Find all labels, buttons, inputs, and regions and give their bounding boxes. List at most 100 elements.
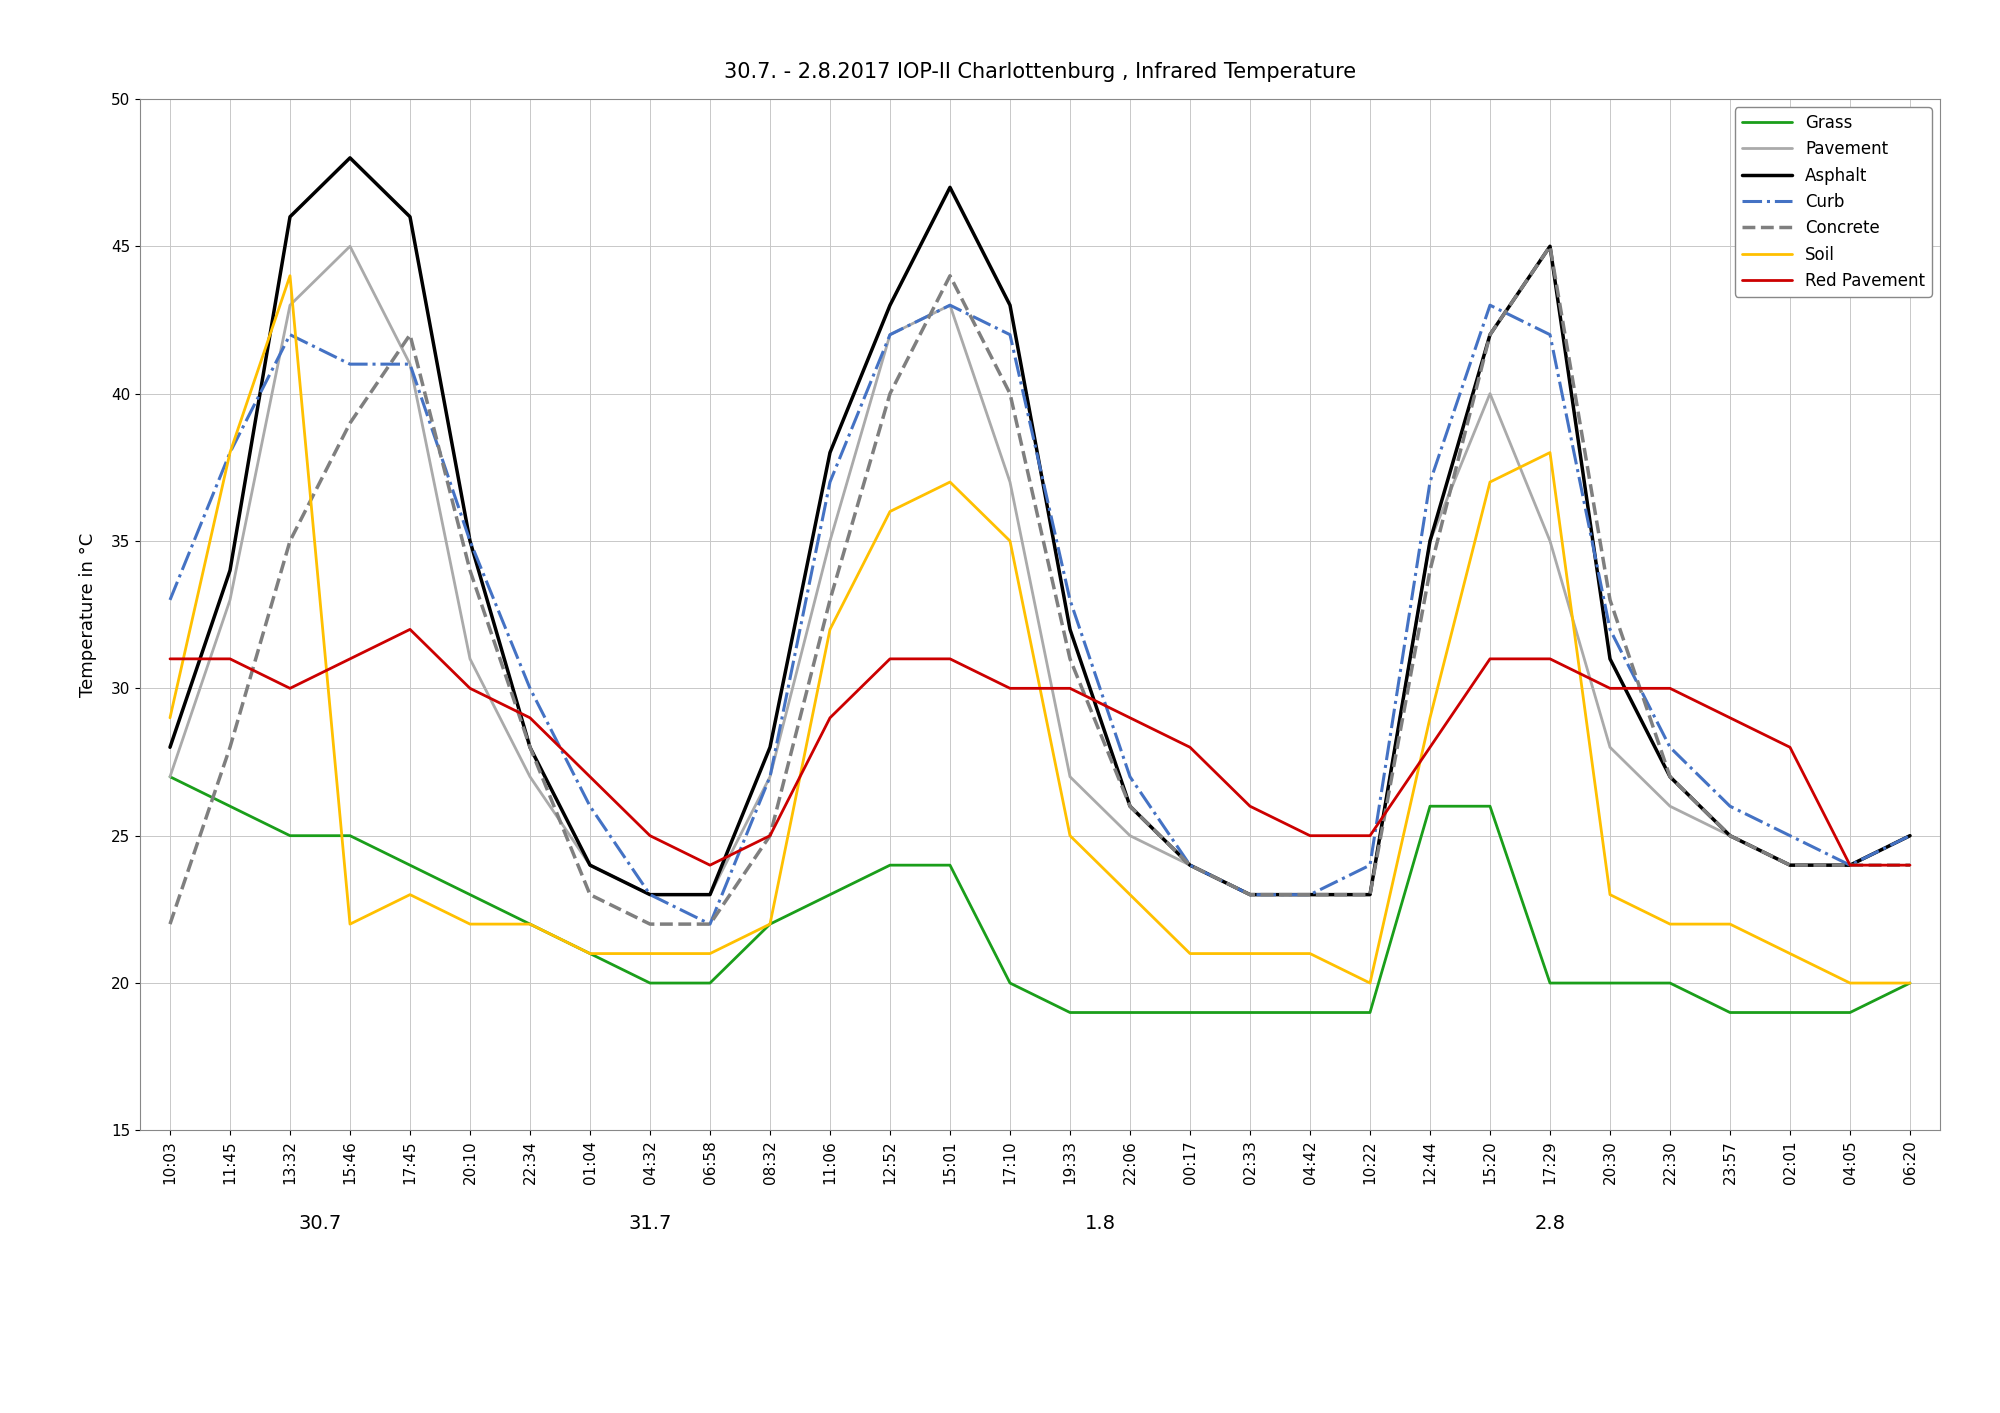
Grass	[878, 856, 902, 873]
Pavement	[518, 769, 542, 786]
Asphalt	[1058, 620, 1082, 637]
Asphalt	[338, 150, 362, 167]
Pavement	[218, 592, 242, 609]
Curb	[278, 326, 302, 343]
Curb	[1538, 326, 1562, 343]
Soil	[398, 886, 422, 903]
Red Pavement	[1358, 827, 1382, 844]
Pavement	[1658, 798, 1682, 815]
Asphalt	[638, 886, 662, 903]
Soil	[158, 709, 182, 726]
Pavement	[1238, 886, 1262, 903]
Soil	[998, 533, 1022, 550]
Red Pavement	[1538, 650, 1562, 667]
Y-axis label: Temperature in °C: Temperature in °C	[80, 533, 98, 697]
Curb	[518, 680, 542, 697]
Asphalt	[1898, 827, 1922, 844]
Asphalt	[938, 179, 962, 196]
Concrete	[1418, 562, 1442, 579]
Concrete	[1718, 827, 1742, 844]
Line: Red Pavement: Red Pavement	[170, 629, 1910, 865]
Red Pavement	[1298, 827, 1322, 844]
Title: 30.7. - 2.8.2017 IOP-II Charlottenburg , Infrared Temperature: 30.7. - 2.8.2017 IOP-II Charlottenburg ,…	[724, 62, 1356, 82]
Curb	[818, 473, 842, 490]
Red Pavement	[1658, 680, 1682, 697]
Soil	[578, 945, 602, 962]
Grass	[1058, 1005, 1082, 1022]
Grass	[758, 916, 782, 933]
Red Pavement	[1178, 739, 1202, 756]
Red Pavement	[278, 680, 302, 697]
Curb	[1298, 886, 1322, 903]
Curb	[1658, 739, 1682, 756]
Pavement	[638, 886, 662, 903]
Pavement	[458, 650, 482, 667]
Grass	[1658, 975, 1682, 992]
Asphalt	[758, 739, 782, 756]
Soil	[818, 620, 842, 637]
Concrete	[938, 267, 962, 284]
Soil	[1598, 886, 1622, 903]
Grass	[458, 886, 482, 903]
Red Pavement	[218, 650, 242, 667]
Concrete	[1238, 886, 1262, 903]
Curb	[1358, 856, 1382, 873]
Curb	[578, 798, 602, 815]
Grass	[1598, 975, 1622, 992]
Soil	[278, 267, 302, 284]
Curb	[1418, 473, 1442, 490]
Soil	[1358, 975, 1382, 992]
Grass	[998, 975, 1022, 992]
Asphalt	[158, 739, 182, 756]
Red Pavement	[878, 650, 902, 667]
Soil	[878, 503, 902, 520]
Red Pavement	[638, 827, 662, 844]
Red Pavement	[1238, 798, 1262, 815]
Concrete	[458, 562, 482, 579]
Concrete	[1298, 886, 1322, 903]
Red Pavement	[338, 650, 362, 667]
Soil	[1058, 827, 1082, 844]
Pavement	[1358, 886, 1382, 903]
Pavement	[698, 886, 722, 903]
Asphalt	[1178, 856, 1202, 873]
Red Pavement	[1118, 709, 1142, 726]
Red Pavement	[458, 680, 482, 697]
Curb	[398, 356, 422, 373]
Asphalt	[278, 208, 302, 225]
Asphalt	[518, 739, 542, 756]
Concrete	[338, 414, 362, 431]
Pavement	[1118, 827, 1142, 844]
Grass	[1298, 1005, 1322, 1022]
Concrete	[698, 916, 722, 933]
Soil	[1418, 709, 1442, 726]
Grass	[1478, 798, 1502, 815]
Grass	[1418, 798, 1442, 815]
Legend: Grass, Pavement, Asphalt, Curb, Concrete, Soil, Red Pavement: Grass, Pavement, Asphalt, Curb, Concrete…	[1736, 107, 1932, 297]
Red Pavement	[1898, 856, 1922, 873]
Red Pavement	[1058, 680, 1082, 697]
Pavement	[1298, 886, 1322, 903]
Asphalt	[1118, 798, 1142, 815]
Concrete	[1538, 237, 1562, 254]
Grass	[1898, 975, 1922, 992]
Concrete	[1838, 856, 1862, 873]
Asphalt	[218, 562, 242, 579]
Curb	[218, 444, 242, 461]
Asphalt	[1538, 237, 1562, 254]
Asphalt	[1418, 533, 1442, 550]
Pavement	[938, 297, 962, 314]
Line: Soil: Soil	[170, 276, 1910, 983]
Soil	[1118, 886, 1142, 903]
Red Pavement	[698, 856, 722, 873]
Soil	[458, 916, 482, 933]
Concrete	[1598, 592, 1622, 609]
Grass	[278, 827, 302, 844]
Grass	[1778, 1005, 1802, 1022]
Concrete	[1478, 326, 1502, 343]
Text: 30.7: 30.7	[298, 1214, 342, 1232]
Grass	[398, 856, 422, 873]
Soil	[1838, 975, 1862, 992]
Asphalt	[1298, 886, 1322, 903]
Soil	[1778, 945, 1802, 962]
